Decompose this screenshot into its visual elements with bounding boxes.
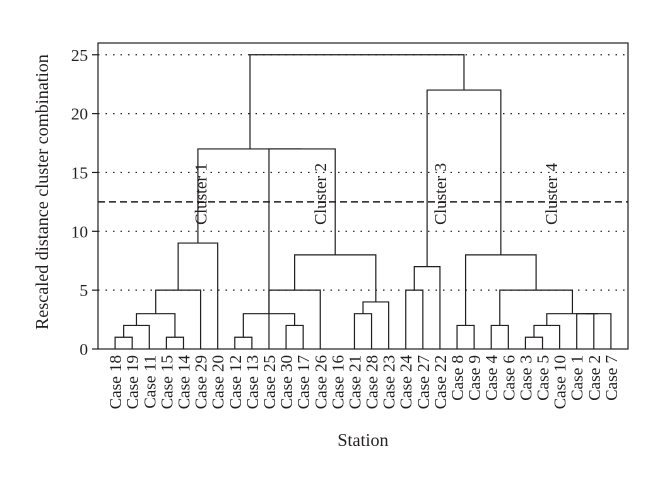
y-axis: 0 5 10 15 20 25	[71, 46, 98, 359]
dendrogram-link	[114, 336, 133, 349]
dendrogram-link	[362, 301, 390, 349]
leaf-label: Case 25	[260, 355, 279, 409]
leaf-label: Case 26	[311, 355, 330, 409]
y-tick-label: 25	[71, 46, 88, 65]
leaf-label: Case 18	[106, 355, 125, 409]
leaf-label: Case 8	[448, 355, 467, 401]
leaf-label: Case 30	[277, 355, 296, 409]
y-tick-label: 0	[80, 340, 89, 359]
dendrogram-link	[413, 266, 441, 349]
y-tick-label: 10	[71, 222, 88, 241]
y-tick-label: 5	[80, 281, 89, 300]
leaf-label: Case 12	[226, 355, 245, 409]
leaf-label: Case 1	[568, 355, 587, 401]
leaf-label: Case 6	[499, 355, 518, 401]
leaf-label: Case 23	[380, 355, 399, 409]
dendrogram-link	[155, 289, 202, 349]
dendrogram-link	[490, 324, 509, 349]
dendrogram-link	[405, 289, 424, 349]
leaf-label: Case 13	[243, 355, 262, 409]
dendrogram-link	[197, 148, 303, 244]
cluster-label: Cluster 2	[311, 163, 330, 225]
dendrogram-link	[456, 324, 475, 349]
dendrogram-link	[177, 242, 219, 349]
leaf-label: Case 9	[465, 355, 484, 401]
dendrogram-link	[249, 54, 465, 149]
y-axis-title: Rescaled distance cluster combination	[32, 54, 52, 329]
cluster-labels: Cluster 1 Cluster 2 Cluster 3 Cluster 4	[192, 163, 561, 225]
dendrogram-link	[576, 313, 595, 349]
dendrogram-link	[533, 324, 561, 349]
leaf-label: Case 24	[397, 355, 416, 410]
dendrogram-link	[546, 313, 599, 326]
dendrogram-link	[524, 336, 544, 349]
cluster-label: Cluster 3	[431, 163, 450, 225]
dendrogram-link	[353, 313, 373, 349]
dendrogram-link	[294, 254, 377, 302]
leaf-label: Case 29	[192, 355, 211, 409]
dendrogram-link	[165, 336, 185, 349]
leaf-label: Case 10	[551, 355, 570, 409]
dendrogram-link	[585, 313, 612, 349]
cluster-label: Cluster 4	[542, 163, 561, 225]
cluster-label: Cluster 1	[192, 163, 211, 225]
leaf-label: Case 14	[174, 355, 193, 410]
leaf-label: Case 17	[294, 355, 313, 410]
leaf-label: Case 7	[602, 355, 621, 401]
leaf-label: Case 15	[157, 355, 176, 409]
leaf-label: Case 27	[414, 355, 433, 410]
x-axis-title: Station	[337, 430, 388, 450]
y-tick-label: 15	[71, 163, 88, 182]
leaf-label: Case 16	[328, 355, 347, 409]
plot-frame	[97, 42, 629, 350]
leaf-label: Case 20	[209, 355, 228, 409]
dendrogram-link	[285, 324, 304, 349]
dendrogram-link	[234, 336, 253, 349]
leaf-label: Case 5	[534, 355, 553, 401]
dendrogram-link	[123, 324, 150, 349]
leaf-label: Case 21	[345, 355, 364, 409]
leaf-label: Case 28	[363, 355, 382, 409]
y-tick-label: 20	[71, 105, 88, 124]
leaf-label: Case 3	[516, 355, 535, 401]
leaf-label: Case 4	[482, 355, 501, 401]
dendrogram-link	[499, 289, 574, 326]
leaf-label: Case 2	[585, 355, 604, 401]
leaf-label: Case 22	[431, 355, 450, 409]
leaf-label: Case 19	[123, 355, 142, 409]
leaf-label: Case 11	[140, 355, 159, 409]
